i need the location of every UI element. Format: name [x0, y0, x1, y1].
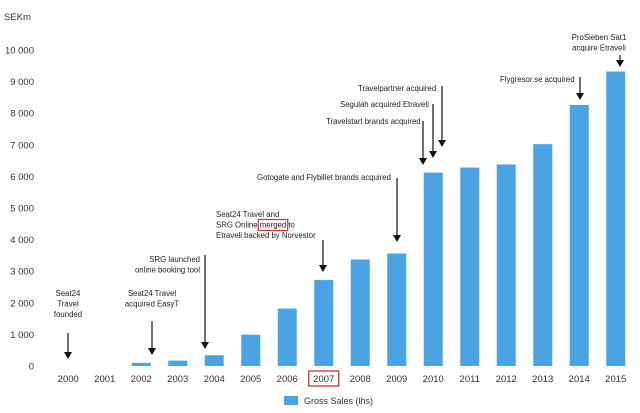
legend-swatch — [284, 396, 298, 405]
annotation-arrow-head — [438, 140, 446, 147]
bar-2007 — [314, 280, 334, 366]
annotation-2004: SRG launched online booking tool — [135, 255, 200, 275]
bar-2010 — [423, 172, 443, 366]
annotation-arrow-head — [576, 93, 584, 100]
annotation-arrow-head — [319, 265, 327, 272]
highlight-box-merged — [257, 218, 289, 232]
y-tick-label: 5 000 — [10, 204, 34, 215]
y-tick-label: 10 000 — [5, 46, 34, 57]
bar-2011 — [460, 167, 480, 366]
annotation-2007: Seat24 Travel and SRG Online merged to Etr… — [216, 210, 316, 240]
y-axis-label: SEKm — [4, 12, 31, 23]
x-tick-label: 2010 — [423, 374, 444, 385]
x-tick-label: 2000 — [58, 374, 79, 385]
x-tick-label: 2013 — [532, 374, 553, 385]
x-tick-label: 2005 — [240, 374, 261, 385]
y-tick-label: 9 000 — [10, 77, 34, 88]
x-tick-label: 2014 — [569, 374, 590, 385]
annotation-2009: Gotogate and Flybillet brands acquired — [257, 173, 391, 182]
x-tick-label: 2001 — [94, 374, 115, 385]
annotation-2010: Travelstart brands acquired — [326, 117, 421, 126]
annotation-arrow-head — [616, 60, 624, 67]
bar-2002 — [131, 362, 151, 366]
annotation-arrow-head — [393, 235, 401, 242]
annotations: Seat24 Travel founded Seat24 Travel acquired… — [54, 33, 626, 359]
annotation-arrow-head — [429, 151, 437, 158]
y-tick-label: 1 000 — [10, 330, 34, 341]
y-tick-label: 3 000 — [10, 267, 34, 278]
legend-label: Gross Sales (lhs) — [304, 396, 373, 406]
y-tick-label: 6 000 — [10, 172, 34, 183]
x-tick-label: 2007 — [313, 374, 334, 385]
annotation-2002: Seat24 Travel acquired EasyT — [125, 289, 179, 309]
x-tick-label: 2006 — [277, 374, 298, 385]
y-tick-label: 2 000 — [10, 298, 34, 309]
annotation-2014: Flygresor.se acquired — [500, 75, 575, 84]
x-axis-ticks: 2000 2001 2002 2003 2004 2005 2006 2007 2008 2009… — [58, 370, 626, 387]
bar-2012 — [496, 164, 516, 366]
x-tick-label: 2002 — [131, 374, 152, 385]
y-axis-ticks: 0 1 000 2 000 3 000 4 000 5 000 6 000 7 000 8 00… — [5, 46, 34, 373]
x-tick-label: 2011 — [460, 374, 480, 385]
highlight-word: merged — [260, 221, 286, 230]
y-tick-label: 4 000 — [10, 235, 34, 246]
annotation-2015: ProSieben Sat1 acquire Etraveli — [572, 33, 627, 53]
x-tick-label: 2003 — [167, 374, 188, 385]
legend: Gross Sales (lhs) — [284, 396, 373, 406]
bar-2004 — [204, 355, 224, 366]
x-tick-label: 2009 — [386, 374, 407, 385]
annotation-2000: Seat24 Travel founded — [54, 289, 82, 319]
bar-2006 — [277, 308, 297, 366]
bar-2008 — [350, 259, 370, 366]
annotation-arrow-head — [419, 158, 427, 165]
bar-2015 — [606, 71, 626, 366]
bar-2014 — [569, 104, 589, 366]
y-tick-label: 7 000 — [10, 140, 34, 151]
bar-2013 — [533, 144, 553, 366]
annotation-2010: Segulah acquired Etraveli — [340, 100, 429, 109]
bar-2009 — [387, 253, 407, 366]
y-tick-label: 0 — [29, 362, 34, 373]
y-tick-label: 8 000 — [10, 109, 34, 120]
annotation-arrow-head — [64, 352, 72, 359]
x-tick-label: 2015 — [605, 374, 626, 385]
bars — [131, 71, 626, 366]
bar-2003 — [168, 360, 188, 366]
x-tick-label: 2008 — [350, 374, 371, 385]
annotation-arrow-head — [148, 348, 156, 355]
x-tick-label: 2004 — [204, 374, 225, 385]
x-tick-label: 2012 — [496, 374, 517, 385]
highlight-box-2007 — [308, 370, 340, 387]
bar-2005 — [241, 334, 261, 366]
annotation-2010: Travelpartner acquired — [358, 84, 436, 93]
annotation-arrow-head — [201, 342, 209, 349]
